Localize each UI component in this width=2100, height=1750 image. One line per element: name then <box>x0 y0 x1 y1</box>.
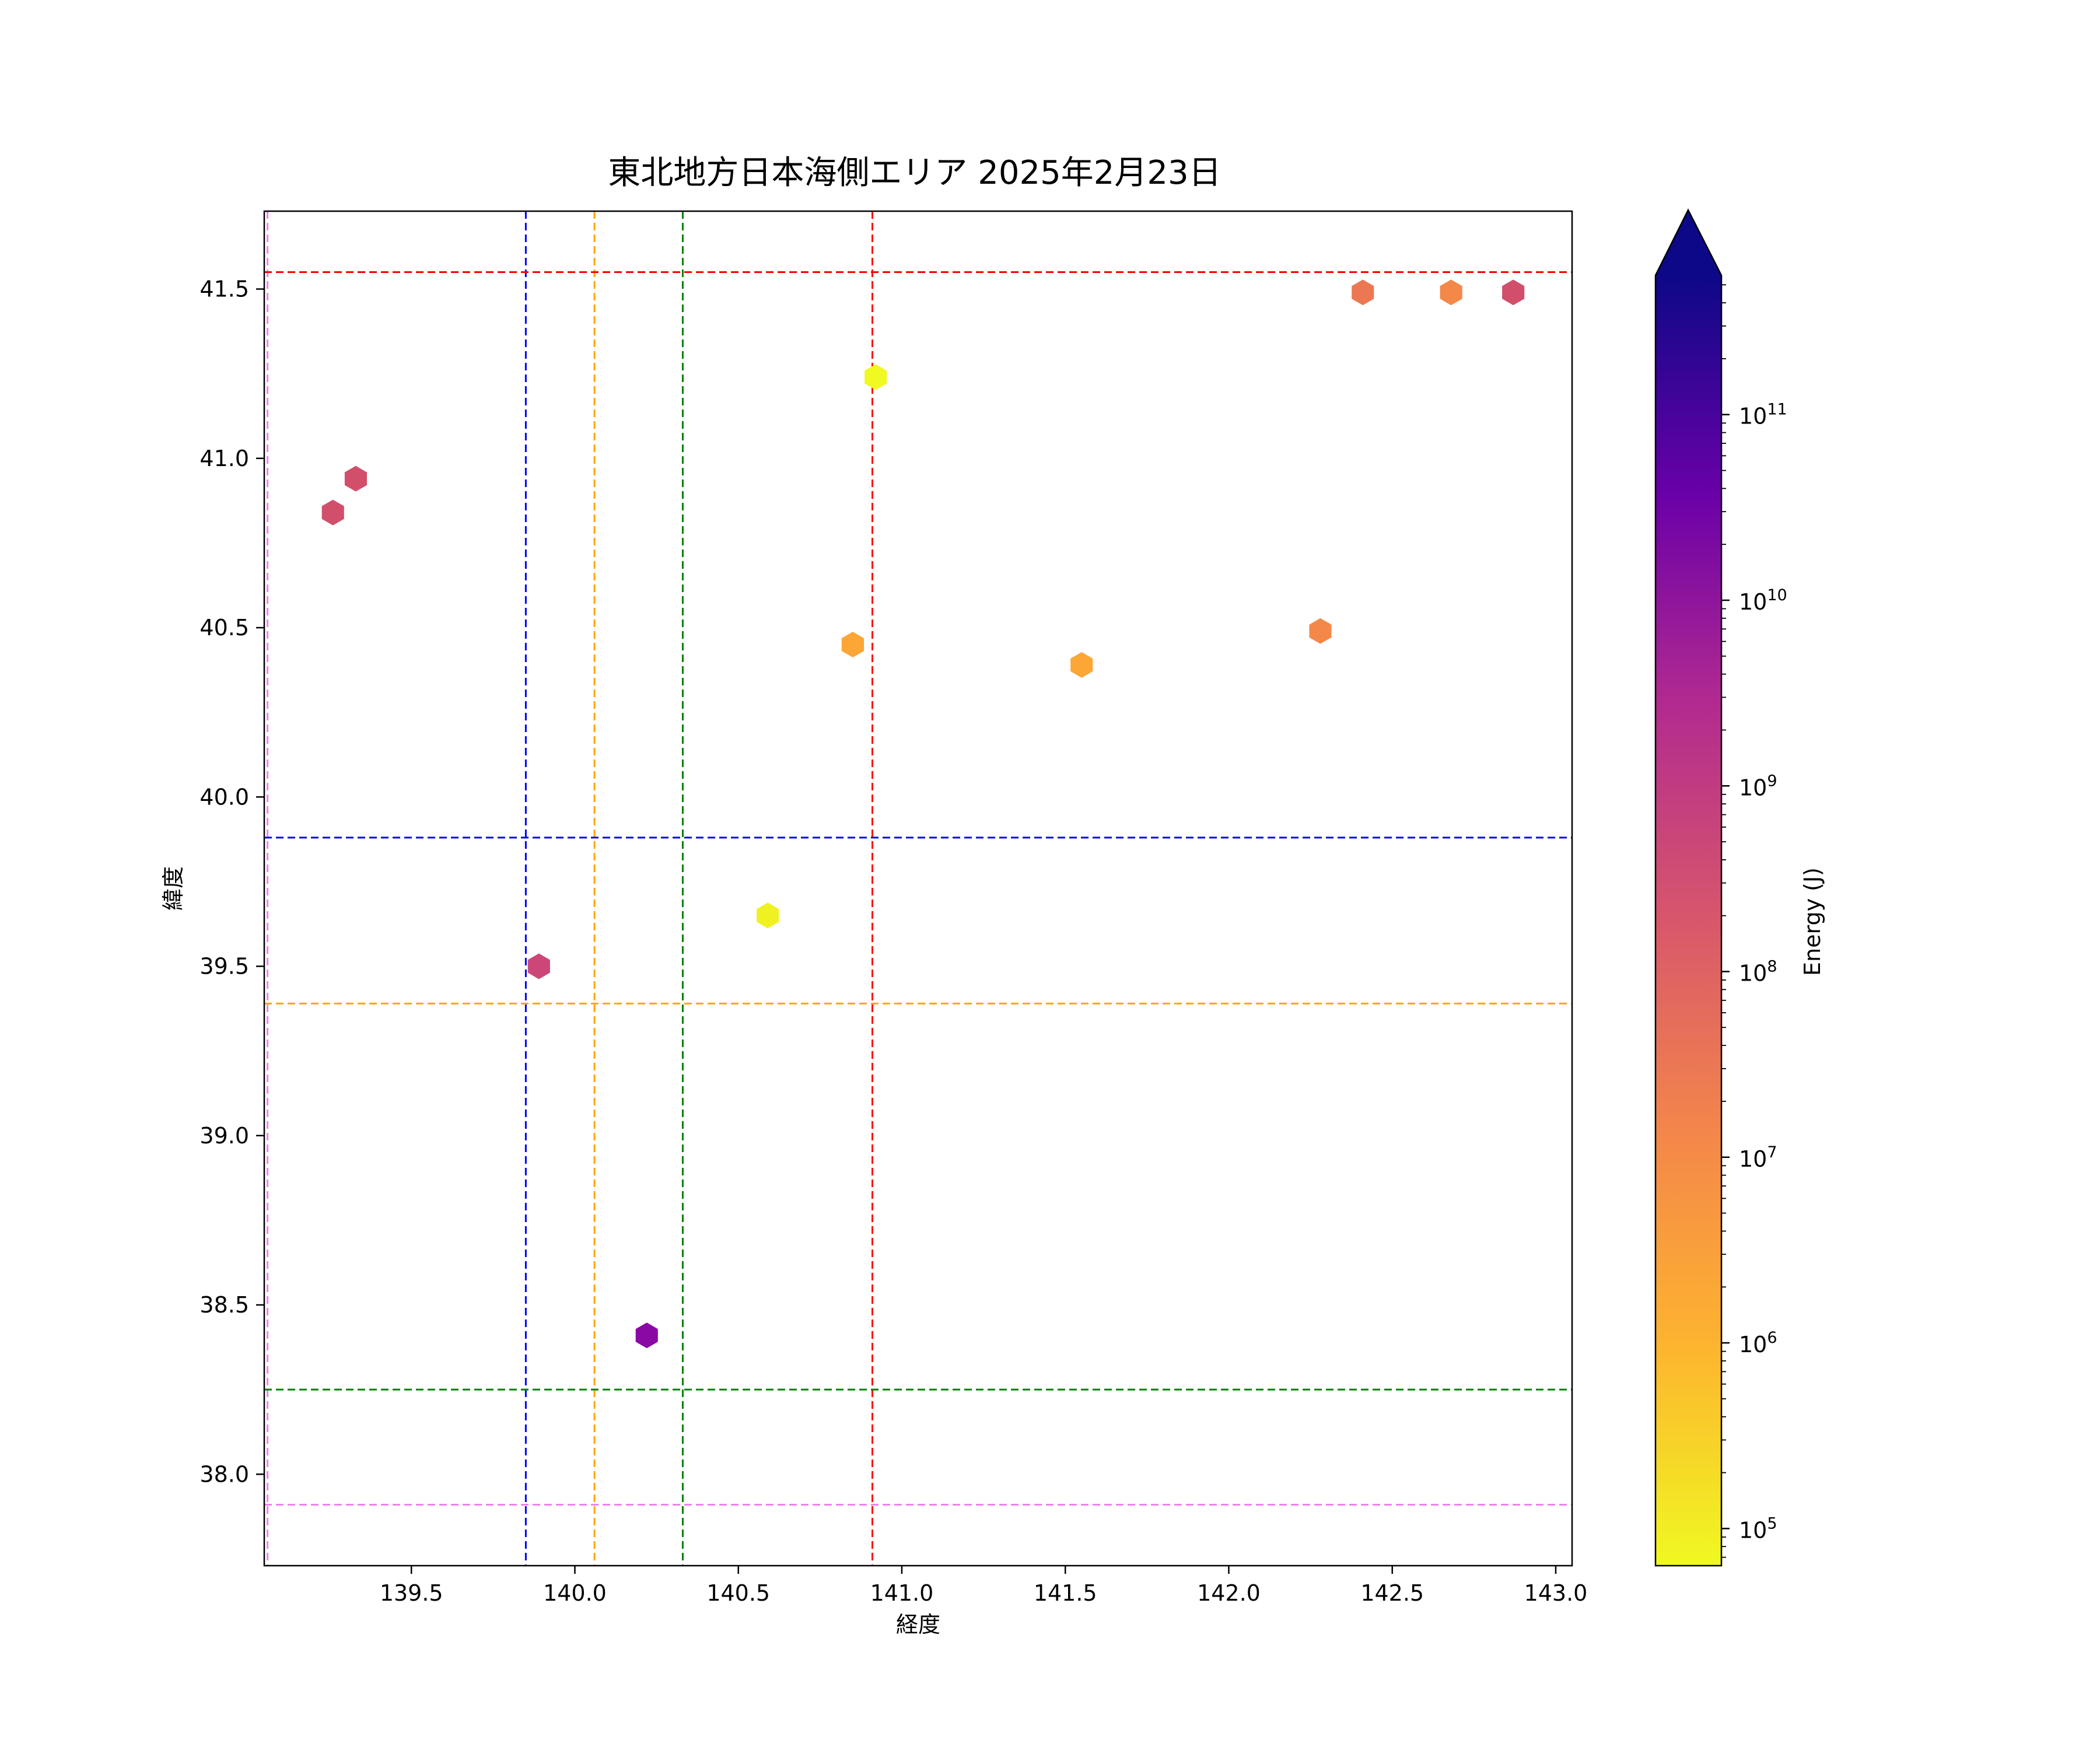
colorbar-gradient <box>1656 275 1721 1566</box>
x-tick-label: 142.5 <box>1360 1580 1424 1606</box>
x-axis-label: 経度 <box>896 1612 940 1637</box>
reference-lines <box>264 211 1572 1566</box>
x-tick-label: 141.5 <box>1034 1580 1097 1606</box>
y-tick-label: 41.5 <box>200 276 249 302</box>
x-axis: 139.5 140.0 140.5 141.0 141.5 142.0 142.5 143.0 <box>380 1566 1588 1606</box>
colorbar-tick-label: 107 <box>1739 1143 1777 1172</box>
x-tick-label: 141.0 <box>870 1580 934 1606</box>
plot-area: 139.5 140.0 140.5 141.0 141.5 142.0 142.5 143.0… <box>200 210 1588 1606</box>
y-tick-label: 39.0 <box>200 1123 249 1149</box>
data-point-hexagon <box>1352 279 1374 306</box>
y-axis-label: 緯度 <box>160 866 186 911</box>
x-tick-label: 142.0 <box>1197 1580 1261 1606</box>
y-axis: 38.0 38.5 39.0 39.5 40.0 40.5 41.0 41.5 <box>200 276 264 1487</box>
colorbar-tick-label: 108 <box>1739 958 1777 986</box>
data-point-hexagon <box>864 364 887 390</box>
y-tick-label: 38.0 <box>200 1461 249 1487</box>
data-point-hexagon <box>841 632 864 657</box>
data-point-hexagon <box>321 499 344 526</box>
x-tick-label: 140.0 <box>543 1580 607 1606</box>
plot-frame <box>263 210 1573 1567</box>
y-tick-label: 40.0 <box>200 784 249 810</box>
data-point-hexagon <box>1070 652 1093 678</box>
data-point-hexagon <box>1309 618 1332 644</box>
data-point-hexagon <box>1440 279 1462 306</box>
colorbar-frame <box>1654 208 1723 1567</box>
data-point-hexagon <box>757 902 779 929</box>
colorbar-tick-label: 106 <box>1739 1329 1777 1357</box>
x-tick-label: 143.0 <box>1524 1580 1588 1606</box>
data-point-hexagon <box>344 466 367 492</box>
colorbar-label: Energy (J) <box>1800 867 1825 976</box>
chart-title: 東北地方日本海側エリア 2025年2月23日 <box>608 154 1221 192</box>
x-tick-label: 140.5 <box>706 1580 770 1606</box>
y-tick-label: 41.0 <box>200 446 249 471</box>
data-points <box>321 279 1525 1349</box>
data-point-hexagon <box>1502 279 1525 306</box>
colorbar-tick-label: 1011 <box>1739 401 1787 429</box>
data-point-hexagon <box>635 1322 658 1349</box>
y-tick-label: 39.5 <box>200 954 249 979</box>
x-tick-label: 139.5 <box>380 1580 443 1606</box>
y-tick-label: 40.5 <box>200 615 249 640</box>
colorbar-extend-arrow <box>1656 210 1721 275</box>
data-point-hexagon <box>527 953 550 979</box>
colorbar-tick-label: 105 <box>1739 1514 1777 1543</box>
colorbar: 105 106 107 108 109 1010 1011 Energy (J) <box>1654 208 1825 1567</box>
colorbar-ticks: 105 106 107 108 109 1010 1011 <box>1721 284 1787 1558</box>
y-tick-label: 38.5 <box>200 1292 249 1318</box>
colorbar-tick-label: 109 <box>1739 772 1777 800</box>
colorbar-tick-label: 1010 <box>1739 586 1787 615</box>
